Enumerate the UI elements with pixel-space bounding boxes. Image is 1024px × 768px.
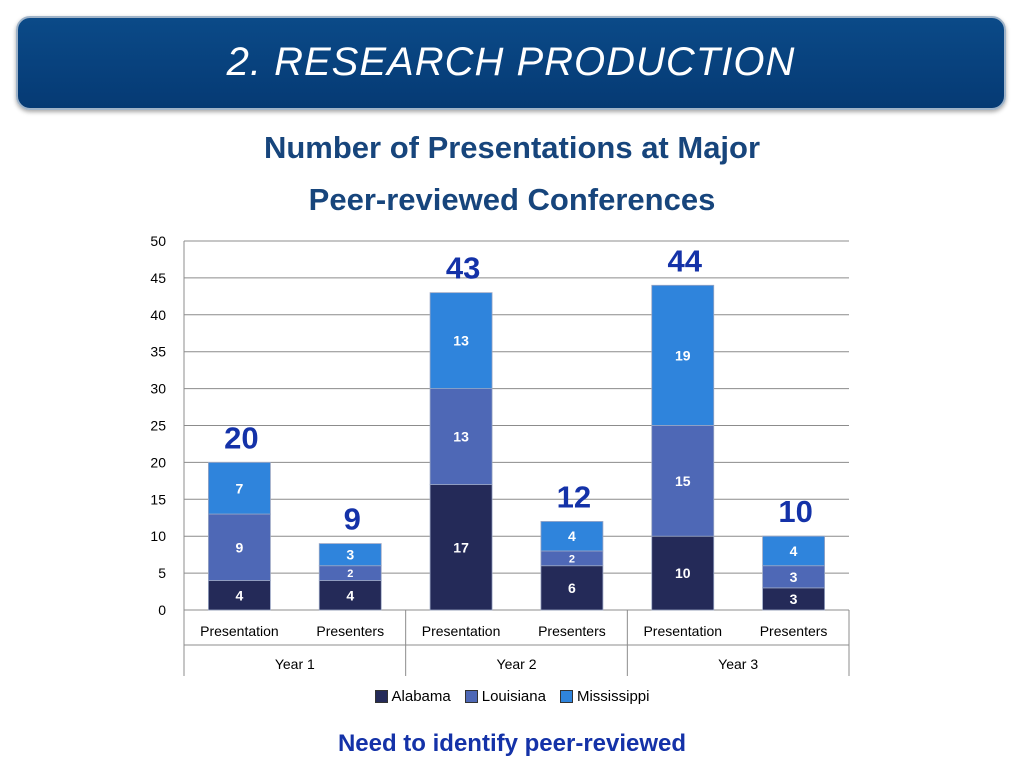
slide-title: 2. RESEARCH PRODUCTION: [226, 40, 796, 84]
chart-title-line-1: Number of Presentations at Major: [263, 130, 761, 165]
legend-item: Alabama: [374, 688, 451, 705]
data-label: 2: [347, 568, 353, 580]
total-label: 44: [668, 243, 703, 278]
data-label: 3: [790, 591, 798, 607]
y-tick-label: 10: [150, 528, 166, 544]
y-tick-label: 30: [150, 381, 166, 397]
bar-segment: [762, 535, 825, 567]
data-label: 13: [453, 333, 469, 349]
data-label: 4: [236, 587, 244, 603]
legend-swatch: [559, 690, 573, 703]
y-tick-label: 40: [150, 307, 166, 323]
bar-segment: [540, 521, 604, 552]
data-label: 19: [675, 347, 691, 363]
data-label: 9: [236, 539, 244, 555]
data-label: 3: [790, 569, 798, 585]
total-label: 9: [344, 502, 361, 537]
bar-segment: [540, 565, 604, 611]
bar-segment: [651, 535, 715, 611]
x-tick-label: Presenters: [760, 623, 828, 639]
legend-label: Mississippi: [576, 688, 650, 705]
x-tick-label: Presenters: [316, 623, 384, 639]
legend-item: Louisiana: [464, 688, 546, 705]
y-tick-label: 50: [150, 233, 166, 249]
data-label: 10: [675, 565, 691, 581]
bar-segment: [651, 425, 715, 537]
x-group-label: Year 3: [718, 656, 758, 672]
y-tick-label: 15: [150, 491, 166, 507]
total-label: 10: [778, 494, 812, 529]
chart-legend: Alabama Louisiana Mississippi: [0, 688, 1024, 705]
data-label: 2: [569, 553, 575, 565]
data-label: 4: [790, 543, 798, 559]
bar-segment: [429, 388, 493, 485]
bar-segment: [208, 461, 271, 515]
y-tick-label: 35: [150, 344, 166, 360]
data-label: 4: [568, 528, 576, 544]
data-label: 6: [568, 580, 576, 596]
legend-item: Mississippi: [559, 688, 650, 705]
bar-segment: [208, 513, 271, 581]
data-label: 17: [453, 539, 469, 555]
total-label: 43: [446, 251, 480, 286]
legend-swatch: [464, 690, 478, 703]
legend-label: Alabama: [391, 688, 451, 705]
bar-segment: [318, 580, 382, 611]
total-label: 12: [557, 479, 591, 514]
bar-segment: [429, 484, 493, 611]
y-tick-label: 45: [150, 270, 166, 286]
y-tick-label: 5: [158, 565, 166, 581]
bar-segment: [651, 284, 715, 426]
data-label: 13: [453, 429, 469, 445]
x-group-label: Year 1: [275, 656, 315, 672]
bar-segment: [318, 543, 382, 567]
x-tick-label: Presentation: [200, 623, 279, 639]
legend-label: Louisiana: [481, 688, 546, 705]
data-label: 7: [236, 480, 244, 496]
x-tick-label: Presenters: [538, 623, 606, 639]
title-banner: 2. RESEARCH PRODUCTION: [16, 16, 1006, 110]
bar-segment: [208, 580, 271, 611]
legend-swatch: [374, 690, 388, 703]
y-tick-label: 0: [158, 602, 166, 618]
data-label: 15: [675, 473, 691, 489]
bar-segment: [429, 292, 493, 390]
y-tick-label: 25: [150, 418, 166, 434]
total-label: 20: [224, 420, 258, 455]
chart-title-line-2: Peer-reviewed Conferences: [308, 182, 716, 217]
footnote: Need to identify peer-reviewed: [337, 730, 687, 757]
y-tick-label: 20: [150, 454, 166, 470]
x-tick-label: Presentation: [643, 623, 722, 639]
x-group-label: Year 2: [497, 656, 537, 672]
x-tick-label: Presentation: [422, 623, 501, 639]
data-label: 3: [346, 547, 354, 563]
data-label: 4: [346, 587, 354, 603]
